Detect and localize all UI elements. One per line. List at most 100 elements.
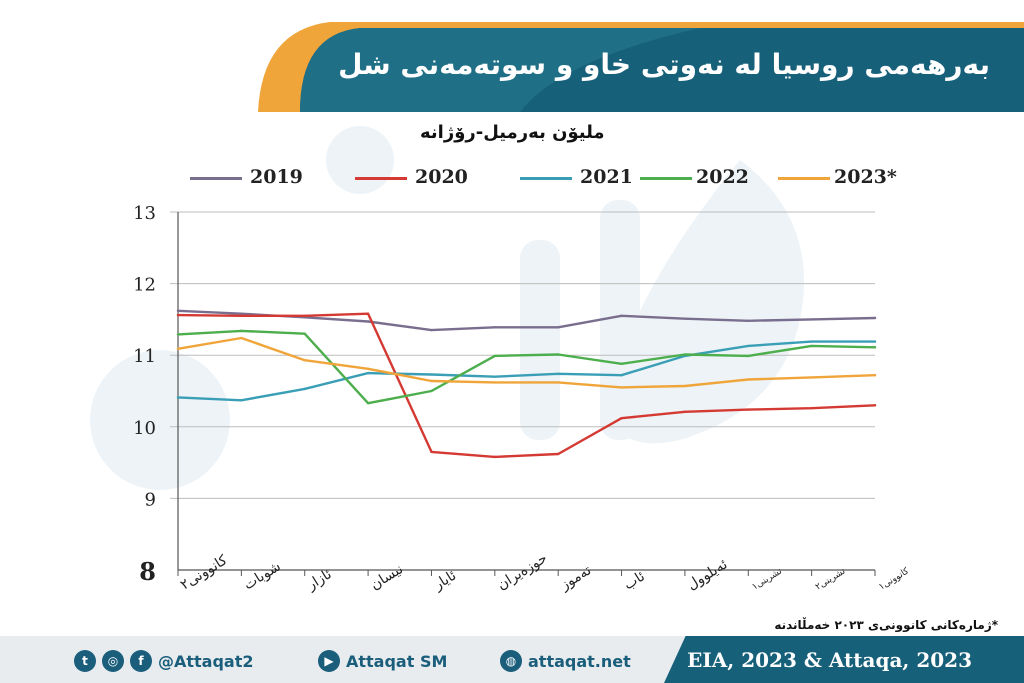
data-point (620, 374, 623, 377)
data-point (683, 384, 687, 388)
data-point (303, 387, 306, 391)
x-tick-label: کانوونی٢ (178, 552, 231, 593)
x-tick-label: ئەیلوول (685, 556, 731, 593)
data-point (430, 328, 433, 332)
data-point (240, 314, 243, 318)
data-point (240, 329, 243, 333)
legend-swatch (778, 177, 830, 180)
legend-swatch (640, 177, 692, 180)
series-line-2022 (176, 329, 877, 405)
header-shape (258, 22, 1024, 112)
data-point (493, 381, 497, 384)
data-point (556, 452, 560, 456)
y-tick-label: 8 (139, 557, 156, 586)
x-tick-label: نیسان (368, 561, 406, 593)
data-point (493, 455, 497, 459)
data-point (747, 408, 750, 411)
data-point (873, 374, 877, 377)
legend: 2019 2020 2021 2022 2023* (0, 164, 1024, 194)
x-tick-label: ئاب (621, 568, 648, 593)
header-banner: بەرهەمی روسیا لە نەوتی خاو و سوتەمەنی شل (0, 0, 1024, 118)
data-point (556, 372, 560, 376)
data-point (366, 312, 370, 315)
data-point (873, 404, 877, 407)
series-line-2023 (176, 336, 877, 389)
social-handle[interactable]: @Attaqat2 (158, 651, 254, 671)
data-point (366, 371, 370, 375)
data-point (240, 336, 243, 340)
footer: t ◎ f @Attaqat2 ▶ Attaqat SM ◍ attaqat.n… (0, 636, 1024, 683)
chart-title: بەرهەمی روسیا لە نەوتی خاو و سوتەمەنی شل (338, 48, 990, 81)
data-point (810, 376, 813, 379)
data-point (176, 333, 180, 336)
legend-label: 2020 (415, 166, 468, 188)
series-line-2021 (176, 340, 877, 402)
legend-label: 2019 (250, 166, 303, 188)
source-text: EIA, 2023 & Attaqa, 2023 (687, 648, 972, 672)
data-point (620, 314, 623, 318)
data-point (493, 326, 497, 329)
instagram-icon[interactable]: ◎ (102, 650, 124, 672)
data-point (176, 313, 180, 317)
data-point (430, 389, 433, 393)
data-point (683, 410, 687, 413)
data-point (683, 317, 687, 320)
y-tick-label: 12 (133, 275, 156, 296)
data-point (873, 346, 877, 349)
data-point (747, 319, 750, 323)
data-point (366, 367, 370, 371)
data-point (176, 309, 180, 313)
legend-label: 2023* (834, 166, 897, 188)
data-point (366, 320, 370, 323)
series-line-2020 (176, 312, 877, 459)
y-tick-label: 13 (133, 203, 156, 224)
data-point (303, 332, 306, 335)
social-group-site: ◍ attaqat.net (500, 650, 631, 672)
x-tick-label: شوبات (241, 558, 284, 593)
legend-label: 2022 (696, 166, 749, 188)
data-point (747, 378, 750, 381)
legend-swatch (355, 177, 407, 180)
data-point (366, 401, 370, 405)
legend-label: 2021 (580, 166, 633, 188)
data-point (303, 314, 306, 318)
y-tick-label: 10 (133, 418, 156, 439)
data-point (240, 312, 243, 315)
data-point (810, 340, 813, 343)
data-point (430, 373, 433, 376)
data-point (176, 347, 180, 350)
source-panel (664, 636, 1024, 683)
x-tick-label: کانوونی١ (877, 566, 911, 593)
data-point (620, 386, 623, 389)
data-point (556, 381, 560, 384)
data-point (747, 344, 750, 348)
legend-swatch (190, 177, 242, 180)
data-point (240, 399, 243, 402)
data-point (747, 354, 750, 358)
y-tick-label: 9 (145, 489, 156, 510)
globe-icon[interactable]: ◍ (500, 650, 522, 672)
data-point (873, 340, 877, 343)
x-tick-label: تەموز (557, 562, 594, 594)
data-point (430, 379, 433, 383)
data-point (430, 450, 433, 454)
series-line-2019 (176, 309, 877, 332)
youtube-icon[interactable]: ▶ (318, 650, 340, 672)
data-point (556, 353, 560, 356)
legend-swatch (520, 177, 572, 180)
facebook-icon[interactable]: f (130, 650, 152, 672)
chart-subtitle: ملیۆن بەرمیل-رۆژانە (420, 122, 605, 143)
youtube-channel[interactable]: Attaqat SM (346, 651, 448, 671)
x-tick-label: ئایار (430, 568, 459, 594)
social-group-handle: t ◎ f @Attaqat2 (74, 650, 254, 672)
data-point (620, 362, 623, 365)
data-point (620, 417, 623, 420)
data-point (810, 318, 813, 321)
twitter-icon[interactable]: t (74, 650, 96, 672)
data-point (493, 354, 497, 358)
data-point (873, 316, 877, 320)
website-link[interactable]: attaqat.net (528, 651, 631, 671)
data-point (556, 326, 560, 329)
data-point (683, 353, 687, 356)
